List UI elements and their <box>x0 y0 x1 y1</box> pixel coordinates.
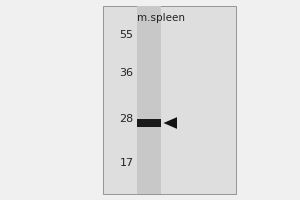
Bar <box>136 119 160 127</box>
Polygon shape <box>164 117 177 129</box>
Text: 28: 28 <box>119 114 134 124</box>
Text: 17: 17 <box>119 158 134 168</box>
Bar <box>136 6 160 194</box>
Text: 55: 55 <box>119 30 134 40</box>
Text: m.spleen: m.spleen <box>136 13 184 23</box>
Text: 36: 36 <box>119 68 134 78</box>
Bar <box>103 6 236 194</box>
